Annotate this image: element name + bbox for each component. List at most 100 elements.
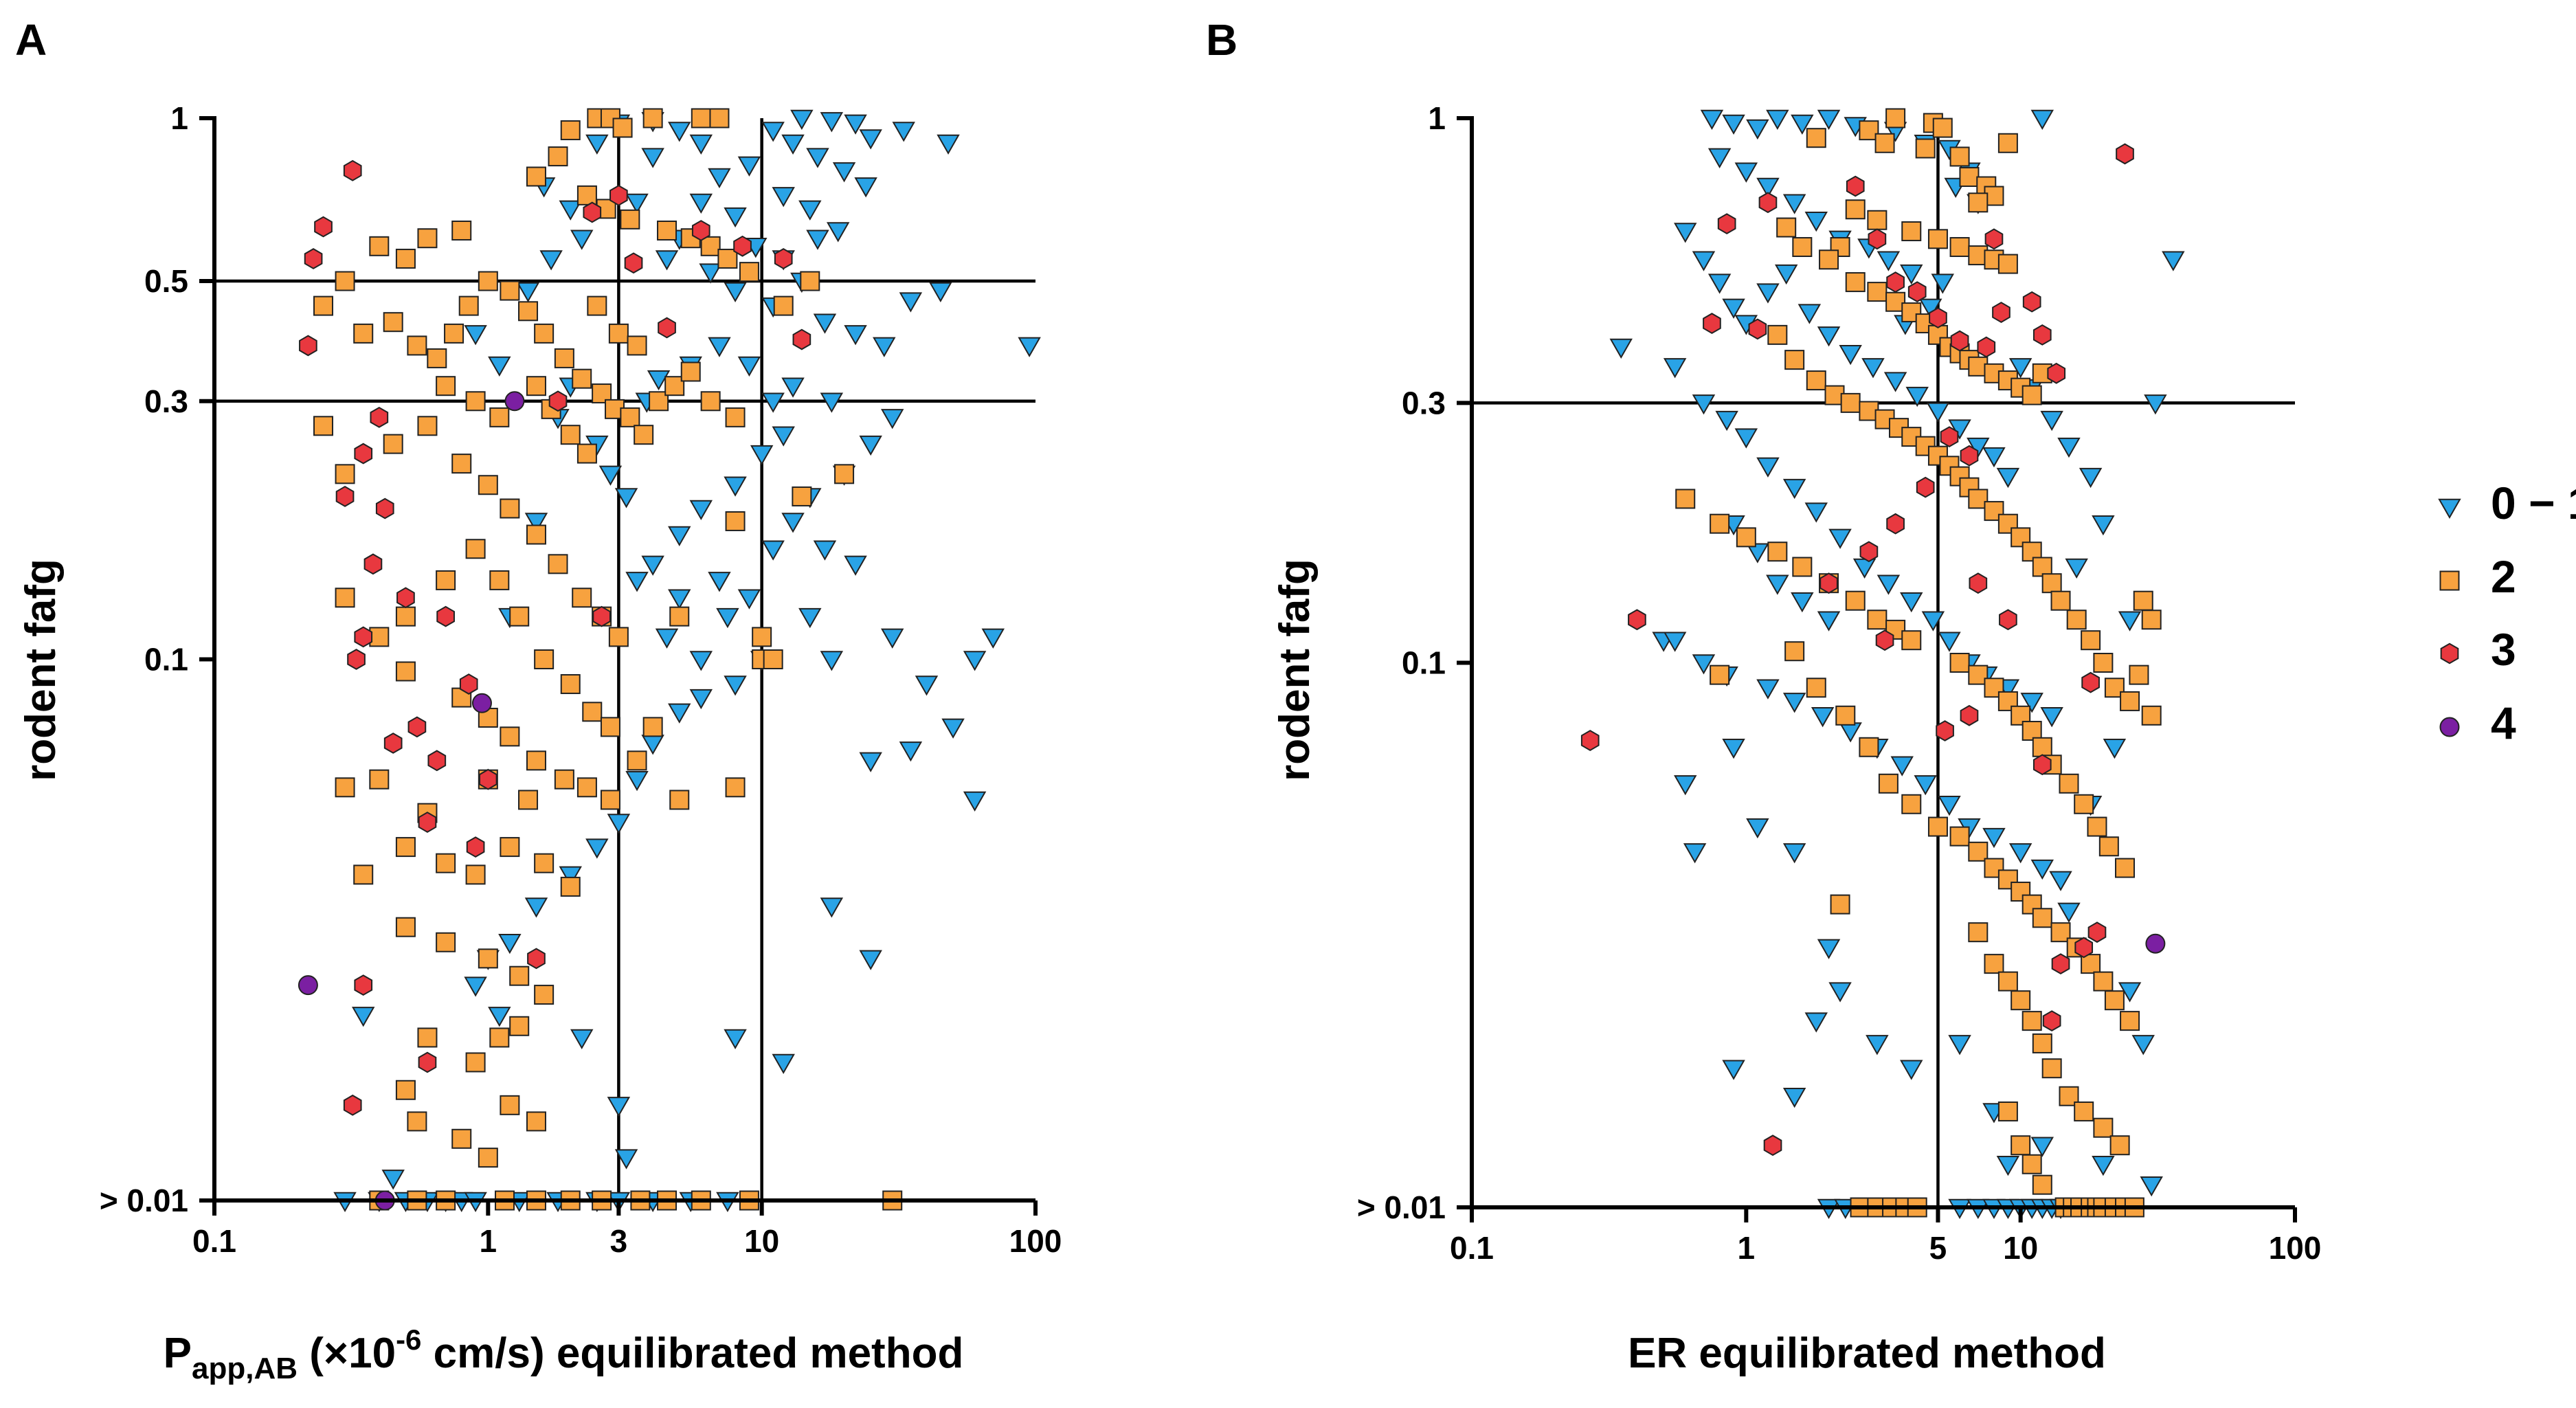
data-point [1736,527,1756,548]
data-point [534,853,555,873]
data-point [668,589,691,610]
data-point [820,897,844,918]
data-point [570,230,594,250]
legend-marker-hexagon [2440,642,2459,664]
data-point [2057,902,2081,923]
data-point [772,187,795,208]
data-point [1959,167,1980,188]
data-point [417,416,438,436]
data-point [518,790,539,810]
legend-marker-circle [2439,717,2460,737]
data-point [1867,210,1888,230]
data-point [2030,859,2054,880]
x-tick-label: 3 [610,1223,628,1259]
data-point [572,588,592,608]
data-point [2092,1155,2115,1176]
data-point [1846,175,1865,197]
data-point [395,661,416,682]
data-point [1931,273,1954,294]
data-point [2030,1137,2054,1157]
data-point [2118,982,2142,1003]
data-point [1817,109,1841,131]
data-point [587,295,607,316]
data-point [436,605,455,627]
data-point [500,498,520,519]
data-point [1914,775,1937,796]
data-point [2011,990,2031,1011]
data-point [832,162,856,183]
data-point [526,750,546,771]
legend: 0 − 1 2 3 4 [2438,478,2576,748]
legend-label-0-1: 0 − 1 [2491,478,2576,528]
data-point [963,651,987,671]
data-point [1997,1101,2018,1121]
x-tick-label: 1 [480,1223,497,1259]
data-point [2092,515,2115,536]
data-point [691,220,710,241]
data-point [2021,1154,2042,1174]
legend-marker-triangle-down [2438,498,2461,519]
data-point [691,108,711,128]
data-point [427,348,447,368]
data-point [700,236,721,256]
data-point [1692,251,1716,271]
data-point [1819,572,1838,594]
data-point [2087,816,2107,837]
data-point [2041,1058,2062,1079]
data-point [1756,679,1780,700]
data-point [375,498,394,519]
data-point [1839,344,1862,366]
data-point [689,134,713,155]
data-point [1960,445,1979,467]
data-point [657,220,677,241]
data-point [395,1080,416,1100]
data-point [641,148,664,168]
data-point [1868,228,1887,250]
data-point [2008,843,2032,864]
data-point [937,134,960,155]
y-tick-label: 1 [170,100,188,136]
data-point [354,974,373,996]
data-point [444,323,464,344]
data-point [844,325,867,346]
data-point [1867,610,1888,630]
data-point [534,649,555,669]
data-point [612,118,633,138]
data-point [1663,632,1687,652]
data-point [395,248,416,269]
data-point [466,836,485,858]
data-point [668,703,691,724]
data-point [761,540,785,561]
data-point [1722,1060,1745,1080]
data-point [383,434,403,454]
panel-a-axes [199,116,1038,1216]
data-point [314,216,333,238]
data-point [1982,827,2006,849]
data-point [548,146,568,167]
data-point [2047,362,2066,384]
data-point [488,356,511,377]
data-point [607,814,631,834]
data-point [451,1128,472,1149]
series-square [313,108,903,1211]
data-point [489,407,510,427]
data-point [1675,489,1696,509]
data-point [1927,229,1948,249]
data-point [1852,558,1877,579]
data-point [1710,664,1730,685]
data-point [559,866,582,886]
data-point [1890,756,1914,776]
data-point [915,675,939,696]
data-point [2040,707,2063,728]
data-point [383,312,403,333]
data-point [1674,223,1697,243]
data-point [2051,953,2070,975]
data-point [407,1111,427,1132]
data-point [1717,213,1736,235]
data-point [1938,796,1961,816]
data-point [655,250,679,271]
data-point [526,524,546,545]
data-point [800,271,820,291]
data-point [1804,1012,1828,1033]
